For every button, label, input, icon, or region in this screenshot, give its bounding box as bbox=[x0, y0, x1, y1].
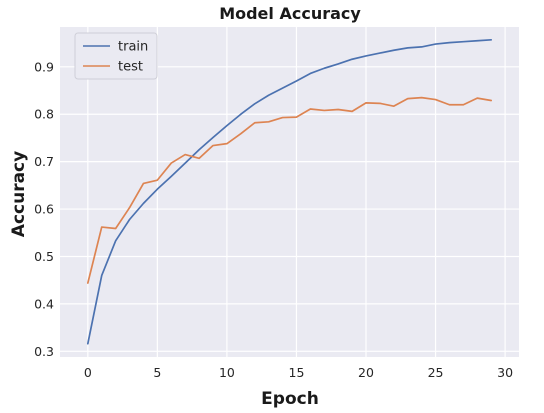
y-tick-label: 0.3 bbox=[34, 344, 54, 359]
legend-box bbox=[74, 32, 158, 80]
x-tick-label: 10 bbox=[219, 365, 235, 380]
chart-title: Model Accuracy bbox=[219, 4, 361, 23]
y-tick-label: 0.8 bbox=[34, 107, 54, 122]
x-tick-label: 20 bbox=[358, 365, 374, 380]
grid-lines bbox=[60, 27, 519, 357]
x-tick-label: 25 bbox=[428, 365, 444, 380]
x-tick-label: 15 bbox=[289, 365, 305, 380]
y-tick-label: 0.6 bbox=[34, 202, 54, 217]
x-tick-label: 5 bbox=[153, 365, 161, 380]
y-tick-label: 0.9 bbox=[34, 59, 54, 74]
legend: train test bbox=[74, 32, 158, 80]
series-line-test bbox=[86, 96, 493, 284]
legend-label-test: test bbox=[118, 60, 143, 75]
series-line-train bbox=[86, 38, 493, 345]
y-tick-label: 0.7 bbox=[34, 154, 54, 169]
x-tick-label: 30 bbox=[497, 365, 513, 380]
y-tick-labels: 0.3 0.4 0.5 0.6 0.7 0.8 0.9 bbox=[34, 59, 54, 358]
x-axis-title: Epoch bbox=[261, 389, 319, 409]
legend-label-train: train bbox=[118, 40, 148, 55]
series-layer bbox=[86, 38, 493, 345]
x-tick-labels: 0 5 10 15 20 25 30 bbox=[84, 365, 513, 380]
y-tick-label: 0.4 bbox=[34, 296, 54, 311]
y-tick-label: 0.5 bbox=[34, 249, 54, 264]
y-axis-title: Accuracy bbox=[9, 151, 29, 237]
plot-area bbox=[60, 27, 519, 357]
x-tick-label: 0 bbox=[84, 365, 92, 380]
